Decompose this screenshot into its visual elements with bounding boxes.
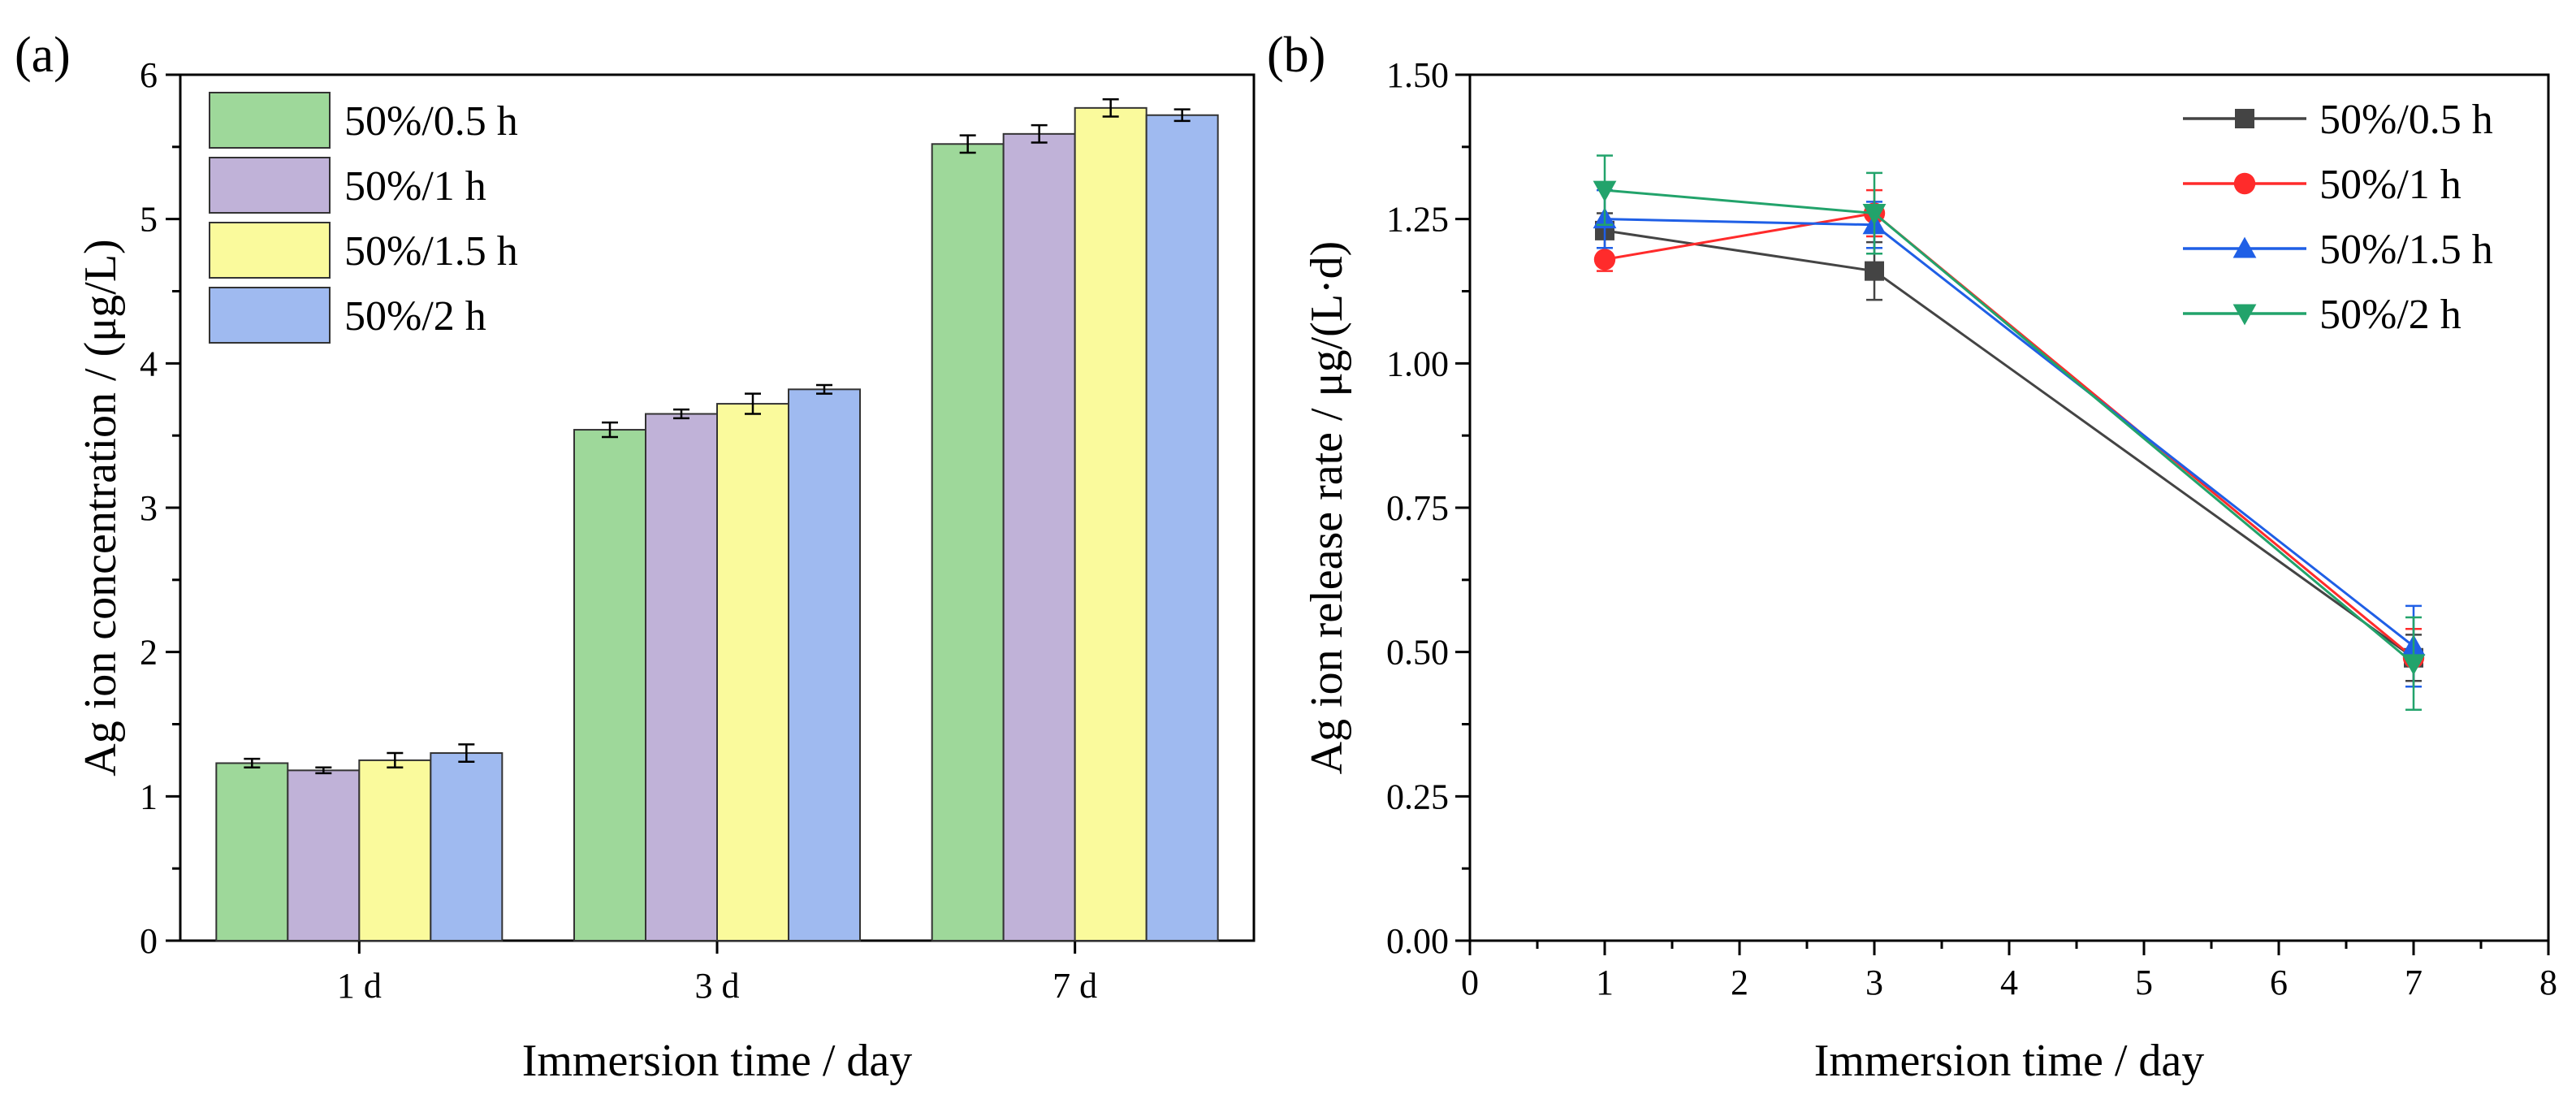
legend-label: 50%/1 h: [2319, 162, 2461, 208]
legend-label: 50%/2 h: [2319, 292, 2461, 338]
y-tick-label: 0.25: [1386, 777, 1449, 816]
series-line: [1604, 229, 2414, 659]
bar: [215, 762, 289, 941]
x-tick-label: 1 d: [337, 966, 382, 1006]
panel-b-line-chart: (b) Ag ion release rate / μg/(L·d) Immer…: [1267, 28, 2557, 1086]
y-tick-label: 1: [140, 777, 158, 816]
bar: [645, 413, 718, 941]
panel-a-x-ticks: 1 d 3 d 7 d: [337, 941, 1097, 1006]
panel-a-legend: 50%/0.5 h 50%/1 h 50%/1.5 h 50%/2 h: [209, 92, 518, 344]
legend-swatch: [209, 157, 331, 214]
legend-label: 50%/0.5 h: [344, 98, 518, 145]
legend-marker: [2232, 236, 2257, 258]
x-tick-label: 3 d: [695, 966, 740, 1006]
x-tick-label: 5: [2135, 963, 2153, 1002]
panel-b-x-axis-title: Immersion time / day: [1814, 1036, 2205, 1086]
data-point: [1593, 249, 1616, 271]
x-tick-label: 3: [1865, 963, 1883, 1002]
legend-marker: [2235, 109, 2254, 128]
series-4: [1593, 154, 2426, 711]
y-tick-label: 0: [140, 921, 158, 961]
panel-a-y-ticks: 0 1 2 3 4 5 6: [140, 55, 180, 961]
legend-swatch: [209, 287, 331, 344]
legend-marker: [2232, 304, 2257, 326]
x-tick-label: 4: [2000, 963, 2018, 1002]
legend-label: 50%/1.5 h: [344, 228, 518, 275]
bar: [430, 752, 504, 941]
legend-marker: [2233, 172, 2256, 195]
data-point: [1862, 204, 1887, 225]
data-point: [2401, 654, 2426, 676]
data-point: [1865, 261, 1884, 281]
x-tick-label: 1: [1596, 963, 1614, 1002]
panel-a-y-axis-title: Ag ion concentration / (μg/L): [76, 239, 126, 776]
panel-b-label: (b): [1267, 28, 1325, 83]
legend-label: 50%/1 h: [344, 163, 486, 210]
panel-b-x-ticks: 0 1 2 3 4 5 6 7 8: [1461, 941, 2557, 1002]
bar: [287, 769, 361, 941]
panel-b-series: [1593, 154, 2426, 711]
x-tick-label: 0: [1461, 963, 1479, 1002]
y-tick-label: 6: [140, 55, 158, 95]
x-tick-label: 8: [2539, 963, 2557, 1002]
series-line: [1604, 188, 2414, 665]
panel-b-y-ticks: 0.00 0.25 0.50 0.75 1.00 1.25 1.50: [1386, 55, 1470, 961]
x-tick-label: 7: [2405, 963, 2423, 1002]
y-tick-label: 4: [140, 344, 158, 383]
y-tick-label: 5: [140, 200, 158, 240]
panel-a-x-axis-title: Immersion time / day: [522, 1036, 913, 1086]
x-tick-label: 2: [1731, 963, 1748, 1002]
legend-swatch: [209, 222, 331, 279]
legend-label: 50%/1.5 h: [2319, 227, 2493, 273]
bar: [1002, 132, 1076, 942]
bar: [1145, 114, 1219, 942]
x-tick-label: 7 d: [1052, 966, 1097, 1006]
panel-a-bars: [215, 97, 1219, 942]
x-tick-label: 6: [2270, 963, 2288, 1002]
panel-a-label: (a): [15, 28, 71, 83]
bar: [788, 388, 861, 941]
y-tick-label: 1.25: [1386, 200, 1449, 240]
series-2: [1593, 188, 2425, 688]
series-1: [1595, 212, 2423, 682]
bar: [931, 143, 1005, 941]
legend-swatch: [209, 92, 331, 149]
panel-b-legend: 50%/0.5 h 50%/1 h 50%/1.5 h 50%/2 h: [2183, 97, 2493, 338]
y-tick-label: 1.50: [1386, 55, 1449, 95]
panel-b-y-axis-title: Ag ion release rate / μg/(L·d): [1302, 241, 1352, 775]
y-tick-label: 1.00: [1386, 344, 1449, 383]
series-line: [1604, 218, 2414, 647]
legend-label: 50%/0.5 h: [2319, 97, 2493, 143]
series-3: [1593, 188, 2426, 688]
data-point: [1593, 180, 1617, 202]
series-line: [1604, 211, 2414, 659]
y-tick-label: 0.00: [1386, 921, 1449, 961]
legend-label: 50%/2 h: [344, 293, 486, 340]
y-tick-label: 3: [140, 488, 158, 528]
panel-a-bar-chart: (a) Ag ion concentration / (μg/L) Immers…: [15, 28, 1256, 1086]
bar: [716, 403, 789, 941]
bar: [1074, 106, 1148, 942]
y-tick-label: 2: [140, 633, 158, 673]
y-tick-label: 0.50: [1386, 633, 1449, 673]
bar: [358, 759, 432, 942]
y-tick-label: 0.75: [1386, 488, 1449, 528]
bar: [573, 429, 646, 941]
